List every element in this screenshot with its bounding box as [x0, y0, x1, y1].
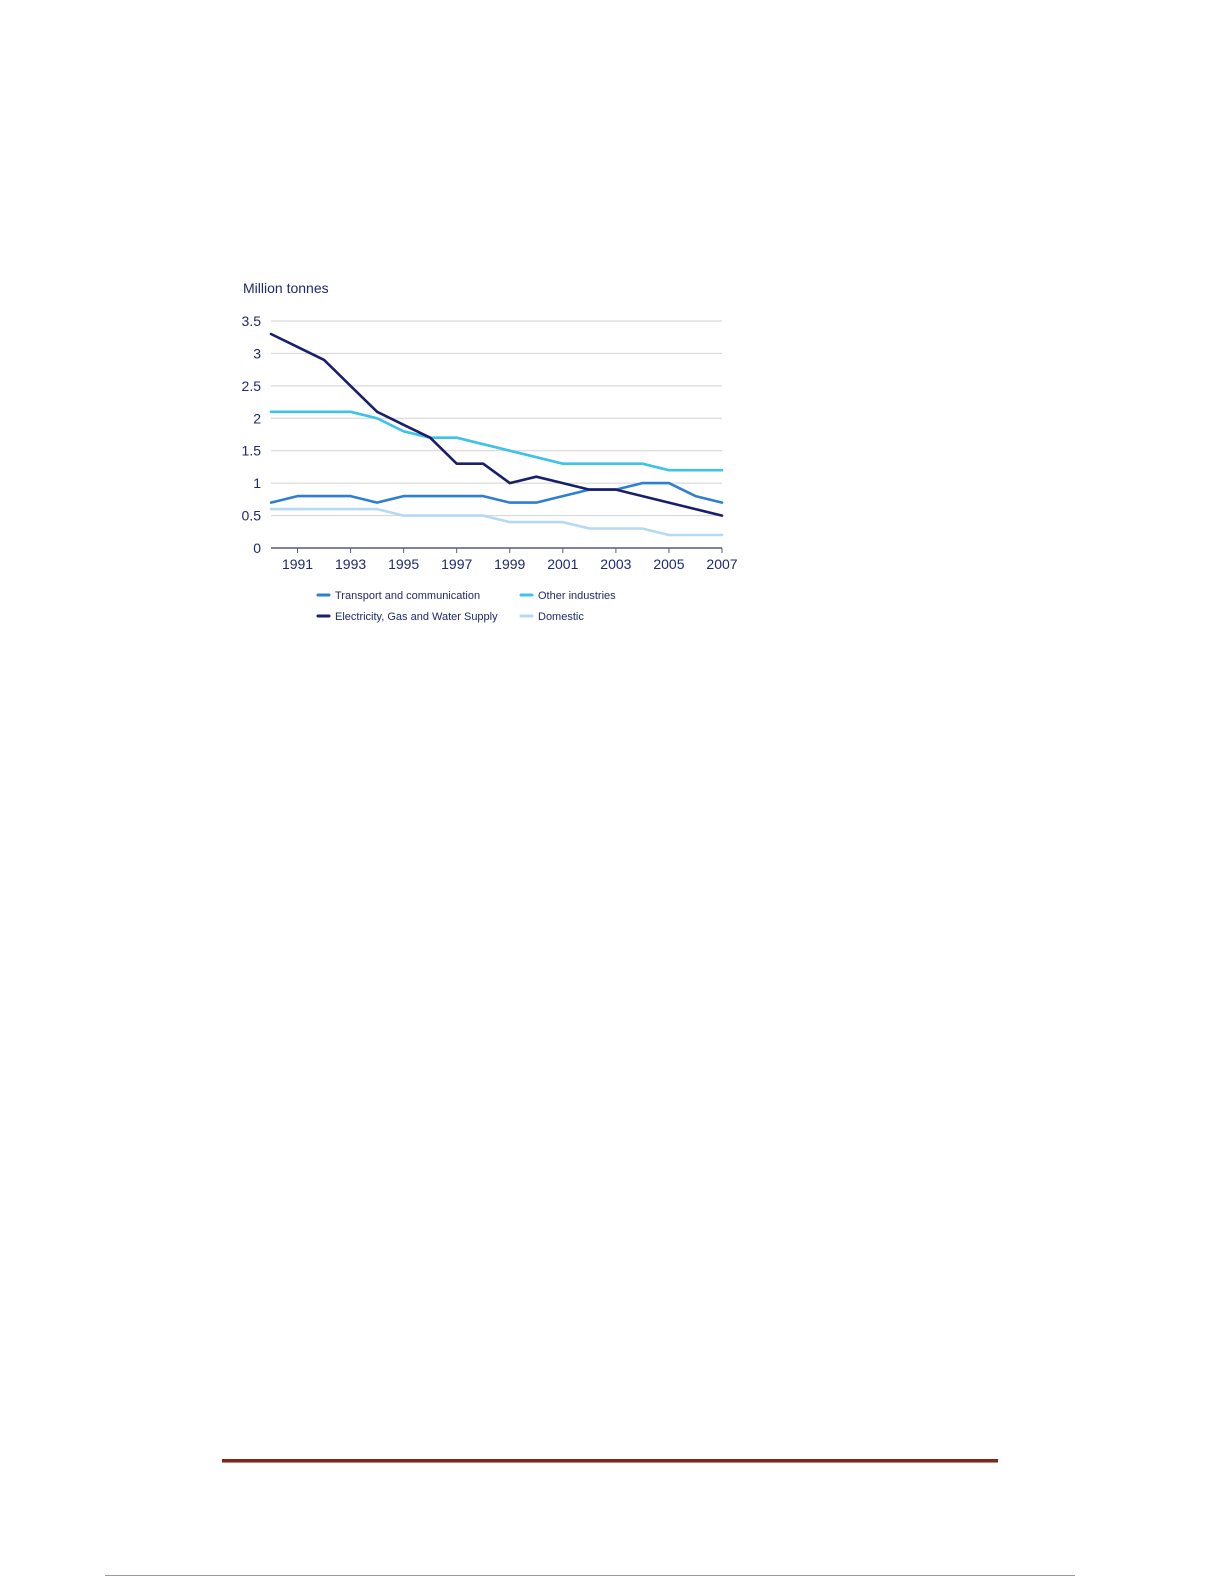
legend-label: Electricity, Gas and Water Supply [335, 611, 498, 623]
x-tick-label: 1999 [494, 556, 525, 572]
y-tick-label: 0 [253, 540, 261, 556]
legend-label: Transport and communication [335, 590, 480, 602]
y-tick-label: 2 [253, 410, 261, 426]
gridlines [271, 320, 722, 549]
legend-label: Other industries [538, 590, 616, 602]
y-tick-label: 3.5 [242, 313, 262, 329]
x-tick-label: 2003 [600, 556, 631, 572]
x-tick-label: 2001 [547, 556, 578, 572]
y-tick-label: 1.5 [242, 443, 262, 459]
series-line-2 [269, 410, 724, 472]
series-line-3 [269, 332, 724, 517]
x-tick-label: 1995 [388, 556, 419, 572]
legend: Transport and communication Other industr… [316, 590, 616, 623]
y-tick-label: 3 [253, 345, 261, 361]
x-tick-label: 2007 [706, 556, 737, 572]
series-lines [269, 332, 724, 537]
y-tick-label: 1 [253, 475, 261, 491]
x-tick-label: 1993 [335, 556, 366, 572]
series-line-4 [269, 507, 724, 537]
legend-label: Domestic [538, 611, 584, 623]
x-tick-label: 2005 [653, 556, 684, 572]
series-line-1 [269, 481, 724, 504]
y-tick-label: 0.5 [242, 508, 262, 524]
footer-divider [222, 1459, 998, 1463]
y-axis-ticks: 0 0.5 1 1.5 2 2.5 3 3.5 [242, 313, 262, 556]
page-bottom-line [105, 1575, 1075, 1576]
x-tick-label: 1997 [441, 556, 472, 572]
x-tick-label: 1991 [282, 556, 313, 572]
y-tick-label: 2.5 [242, 378, 262, 394]
y-axis-title: Million tonnes [243, 280, 329, 296]
x-axis-ticks: 1991 1993 1995 1997 1999 2001 2003 2005 2007 [282, 548, 738, 572]
